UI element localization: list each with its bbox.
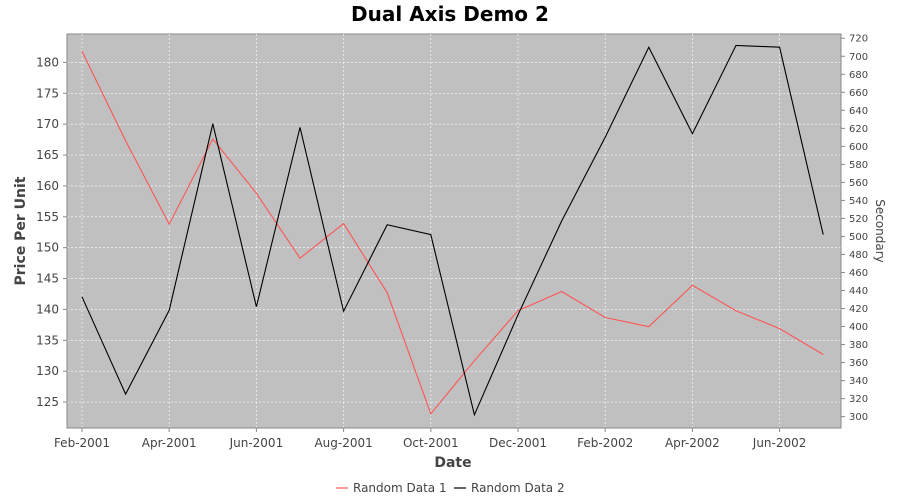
left-tick-label: 170 — [36, 117, 59, 131]
left-tick-label: 140 — [36, 302, 59, 316]
right-tick-label: 500 — [849, 232, 868, 243]
right-axis-ticks: 300 320 340 360 380 400 420 440 460 480 500 520 540 5… — [841, 34, 868, 423]
plot-area — [66, 33, 842, 429]
left-tick-label: 150 — [36, 241, 59, 255]
y2-axis-title: Secondary — [873, 199, 887, 263]
x-tick-label: Jun-2002 — [752, 436, 807, 450]
x-tick-label: Apr-2001 — [142, 436, 197, 450]
left-tick-label: 145 — [36, 272, 59, 286]
right-tick-label: 520 — [849, 214, 868, 225]
right-tick-label: 720 — [849, 34, 868, 45]
right-tick-label: 400 — [849, 322, 868, 333]
x-tick-label: Oct-2001 — [403, 436, 459, 450]
legend-label-1: Random Data 1 — [353, 481, 447, 495]
right-tick-label: 300 — [849, 412, 868, 423]
right-tick-label: 420 — [849, 304, 868, 315]
left-tick-label: 155 — [36, 210, 59, 224]
x-tick-label: Aug-2001 — [314, 436, 372, 450]
y-axis-title: Price Per Unit — [13, 176, 29, 285]
left-tick-label: 160 — [36, 179, 59, 193]
grid-lines — [67, 34, 841, 428]
right-tick-label: 480 — [849, 250, 868, 261]
x-tick-label: Dec-2001 — [489, 436, 547, 450]
right-tick-label: 640 — [849, 106, 868, 117]
right-tick-label: 620 — [849, 124, 868, 135]
right-tick-label: 560 — [849, 178, 868, 189]
x-tick-label: Feb-2002 — [577, 436, 633, 450]
right-tick-label: 580 — [849, 160, 868, 171]
right-tick-label: 460 — [849, 268, 868, 279]
left-tick-label: 125 — [36, 395, 59, 409]
right-tick-label: 380 — [849, 340, 868, 351]
left-tick-label: 175 — [36, 86, 59, 100]
left-tick-label: 135 — [36, 333, 59, 347]
x-tick-label: Jun-2001 — [229, 436, 284, 450]
left-tick-label: 130 — [36, 364, 59, 378]
right-tick-label: 320 — [849, 394, 868, 405]
right-tick-label: 340 — [849, 376, 868, 387]
left-tick-label: 165 — [36, 148, 59, 162]
x-tick-label: Feb-2001 — [54, 436, 110, 450]
x-tick-label: Apr-2002 — [665, 436, 720, 450]
right-tick-label: 700 — [849, 52, 868, 63]
left-tick-label: 180 — [36, 55, 59, 69]
series-lines — [81, 44, 824, 417]
right-tick-label: 660 — [849, 88, 868, 99]
series-line-2 — [81, 44, 824, 417]
right-tick-label: 680 — [849, 70, 868, 81]
chart-title: Dual Axis Demo 2 — [351, 2, 549, 26]
legend: Random Data 1 Random Data 2 — [336, 481, 565, 495]
right-tick-label: 440 — [849, 286, 868, 297]
left-axis-ticks: 125 130 135 140 145 150 155 160 165 170 175 180 — [36, 34, 68, 428]
right-tick-label: 360 — [849, 358, 868, 369]
x-axis-title: Date — [434, 455, 471, 471]
legend-label-2: Random Data 2 — [471, 481, 565, 495]
right-tick-label: 600 — [849, 142, 868, 153]
right-tick-label: 540 — [849, 196, 868, 207]
x-axis-ticks: Feb-2001 Apr-2001 Jun-2001 Aug-2001 Oct-2001… — [54, 427, 841, 450]
